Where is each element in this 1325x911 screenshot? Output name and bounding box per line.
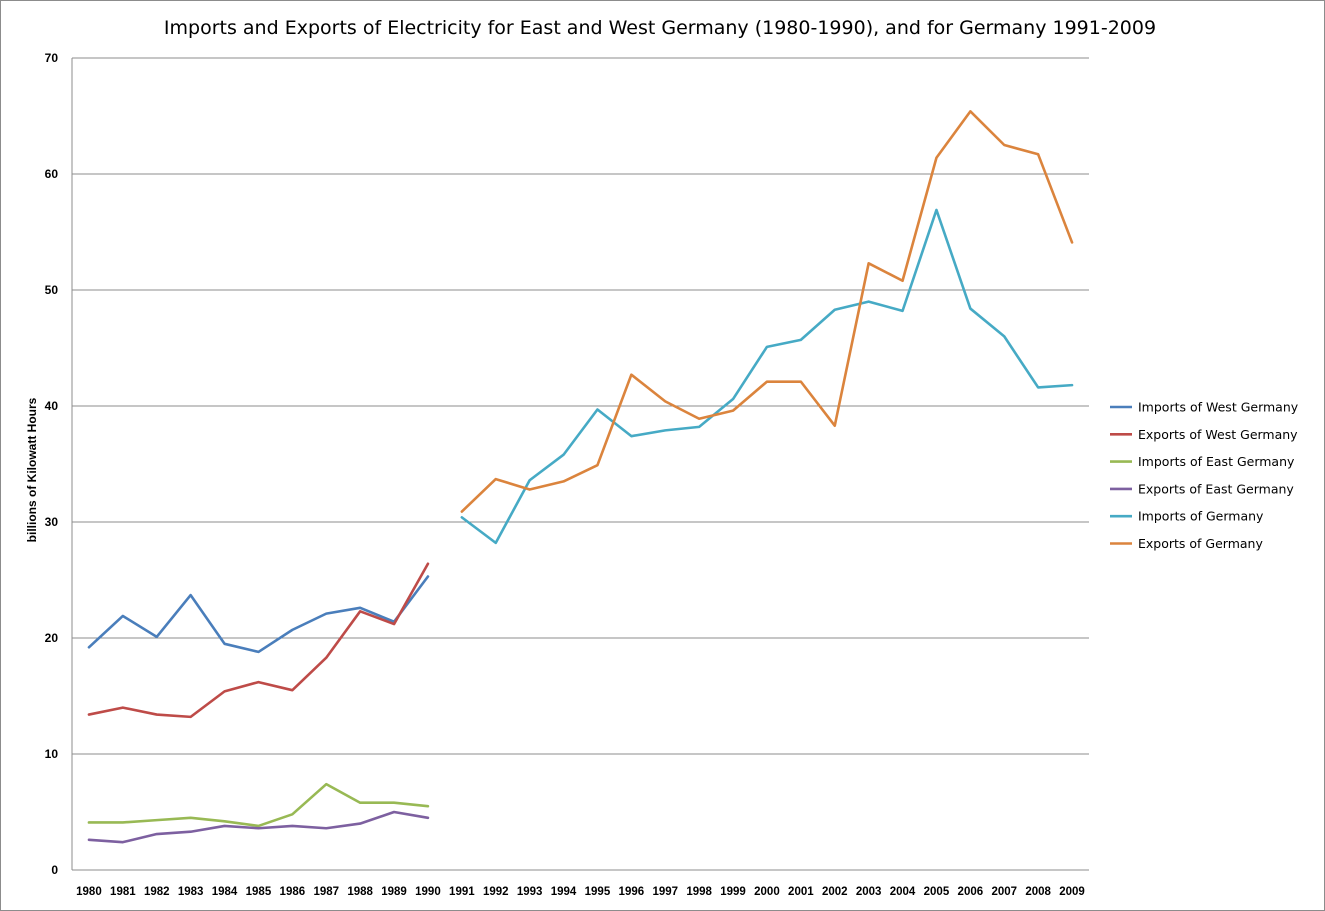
y-tick-label: 50 <box>45 283 59 297</box>
x-tick-label: 1981 <box>110 886 136 898</box>
x-tick-label: 1990 <box>415 886 441 898</box>
x-tick-label: 1987 <box>313 886 339 898</box>
legend-label-exports-of-west-germany: Exports of West Germany <box>1138 427 1298 442</box>
x-tick-label: 2002 <box>822 886 848 898</box>
x-tick-label: 1994 <box>551 886 577 898</box>
series-line-imports-of-west-germany <box>87 575 430 654</box>
x-tick-label: 1996 <box>619 886 645 898</box>
y-tick-label: 40 <box>45 399 59 413</box>
x-tick-label: 1985 <box>246 886 272 898</box>
x-tick-label: 2007 <box>991 886 1017 898</box>
x-tick-label: 2004 <box>890 886 916 898</box>
x-tick-label: 1982 <box>144 886 170 898</box>
y-tick-label: 70 <box>45 51 59 65</box>
legend-label-exports-of-east-germany: Exports of East Germany <box>1138 481 1294 496</box>
x-tick-label: 1986 <box>280 886 306 898</box>
x-tick-label: 1984 <box>212 886 238 898</box>
series-line-exports-of-east-germany <box>87 810 430 844</box>
series-line-exports-of-west-germany <box>87 562 430 719</box>
x-tick-label: 1980 <box>76 886 102 898</box>
series-lines <box>87 110 1074 844</box>
legend-label-exports-of-germany: Exports of Germany <box>1138 536 1263 551</box>
legend-label-imports-of-germany: Imports of Germany <box>1138 509 1264 524</box>
y-tick-label: 60 <box>45 167 59 181</box>
x-axis-ticks: 1980 1981 1982 1983 1984 1985 1986 1987 1988 1989… <box>76 886 1085 898</box>
y-tick-label: 0 <box>51 863 58 877</box>
x-tick-label: 1983 <box>178 886 204 898</box>
y-tick-label: 20 <box>45 631 59 645</box>
series-line-exports-of-germany <box>460 110 1074 513</box>
x-tick-label: 1997 <box>652 886 678 898</box>
series-line-imports-of-east-germany <box>87 782 430 828</box>
x-tick-label: 2009 <box>1059 886 1085 898</box>
x-tick-label: 1991 <box>449 886 475 898</box>
legend-label-imports-of-west-germany: Imports of West Germany <box>1138 400 1299 415</box>
x-tick-label: 2006 <box>958 886 984 898</box>
y-tick-label: 30 <box>45 515 59 529</box>
legend-label-imports-of-east-germany: Imports of East Germany <box>1138 454 1295 469</box>
y-axis-label: billions of Kilowatt Hours <box>25 397 39 542</box>
x-tick-label: 2005 <box>924 886 950 898</box>
x-tick-label: 1989 <box>381 886 407 898</box>
legend: Imports of West Germany Exports of West G… <box>1110 400 1299 551</box>
series-line-imports-of-germany <box>460 208 1074 545</box>
x-tick-label: 1995 <box>585 886 611 898</box>
x-tick-label: 2003 <box>856 886 882 898</box>
y-axis-ticks: 0 10 20 30 40 50 60 70 <box>45 51 59 877</box>
x-tick-label: 1993 <box>517 886 543 898</box>
x-tick-label: 2001 <box>788 886 814 898</box>
gridlines <box>71 57 1089 871</box>
x-tick-label: 2000 <box>754 886 780 898</box>
x-tick-label: 1998 <box>686 886 712 898</box>
chart-title: Imports and Exports of Electricity for E… <box>164 17 1156 39</box>
x-tick-label: 1988 <box>347 886 373 898</box>
x-tick-label: 2008 <box>1025 886 1051 898</box>
x-tick-label: 1992 <box>483 886 509 898</box>
x-tick-label: 1999 <box>720 886 746 898</box>
y-tick-label: 10 <box>45 747 59 761</box>
